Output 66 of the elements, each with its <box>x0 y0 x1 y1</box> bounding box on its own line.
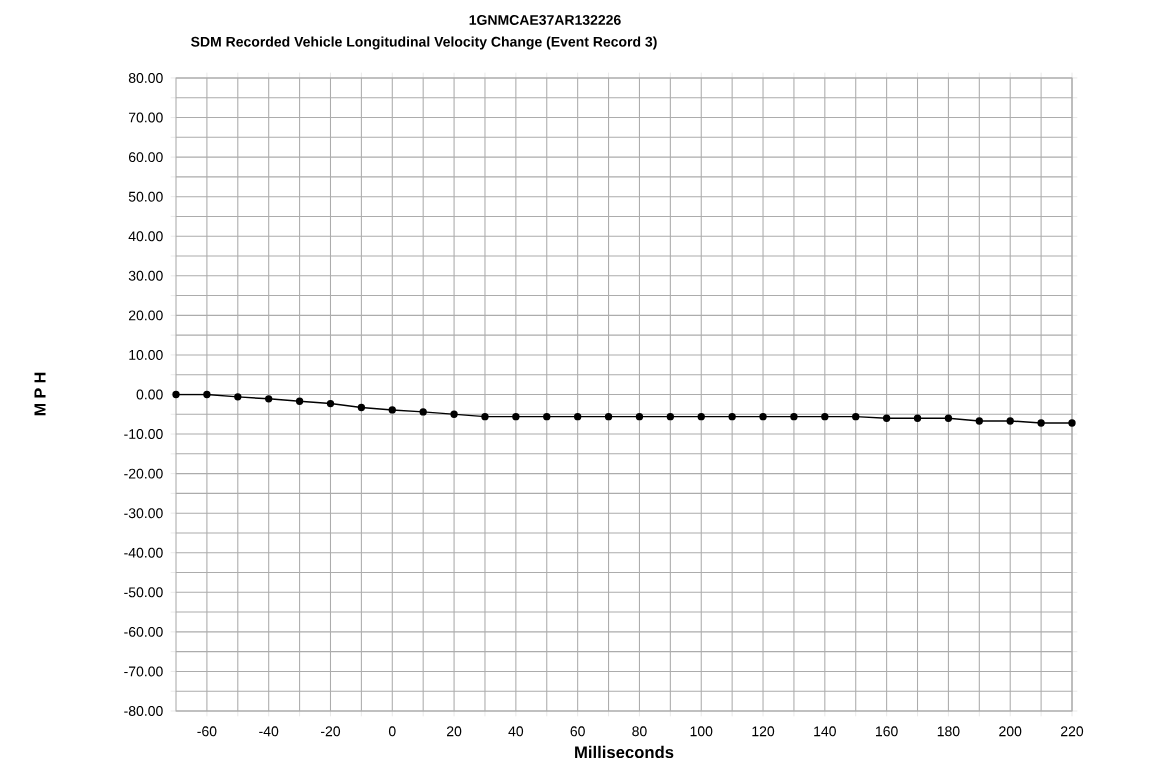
point <box>852 412 860 421</box>
point <box>635 412 644 421</box>
point <box>573 412 582 421</box>
x-tick-label: 40 <box>508 726 524 737</box>
x-tick-label: 100 <box>690 726 713 737</box>
chart-title: 1GNMCAE37AR132226 <box>469 15 621 25</box>
point <box>295 397 304 405</box>
point <box>265 395 273 403</box>
point <box>821 412 829 421</box>
point <box>728 412 736 421</box>
y-tick-label: 20.00 <box>128 310 163 321</box>
point <box>481 412 489 421</box>
chart-subtitle: SDM Recorded Vehicle Longitudinal Velocity Change (Event Record 3) <box>191 36 657 50</box>
point <box>512 412 520 421</box>
x-tick-label: 180 <box>937 726 960 737</box>
point <box>975 417 983 425</box>
x-tick-label: 120 <box>752 726 775 737</box>
x-tick-label: -40 <box>259 726 279 737</box>
y-tick-label: 60.00 <box>128 152 163 163</box>
y-tick-label: -20.00 <box>124 468 163 479</box>
x-tick-label: 140 <box>814 726 836 737</box>
point <box>913 414 922 422</box>
x-tick-label: 60 <box>570 726 585 737</box>
y-tick-label: 40.00 <box>128 231 163 242</box>
y-tick-label: -30.00 <box>124 508 163 519</box>
y-tick-label: 70.00 <box>128 112 163 123</box>
point <box>234 393 242 401</box>
y-tick-label: -80.00 <box>124 706 163 716</box>
x-tick-label: -20 <box>321 726 341 737</box>
y-tick-label: 50.00 <box>128 191 163 202</box>
y-axis-title: M P H <box>34 372 46 416</box>
point <box>419 408 427 416</box>
x-tick-label: 160 <box>876 726 898 737</box>
y-tick-label: -10.00 <box>124 429 163 440</box>
point <box>1037 419 1045 427</box>
y-tick-label: -50.00 <box>124 587 163 598</box>
x-tick-label: 20 <box>447 726 462 737</box>
x-tick-label: -60 <box>197 726 217 737</box>
point <box>944 414 953 422</box>
point <box>357 403 366 412</box>
x-tick-label: 220 <box>1061 726 1084 737</box>
y-tick-label: -60.00 <box>124 626 163 637</box>
point <box>388 406 396 414</box>
point <box>666 412 675 421</box>
x-tick-label: 0 <box>388 726 396 737</box>
y-tick-label: 0.00 <box>136 389 163 400</box>
point <box>203 390 211 399</box>
point <box>543 412 551 421</box>
x-axis-title: Milliseconds <box>575 745 674 759</box>
point <box>1006 417 1014 425</box>
point <box>790 412 798 421</box>
y-tick-label: 80.00 <box>128 73 163 83</box>
point <box>326 399 335 408</box>
point <box>604 412 613 421</box>
point <box>882 414 891 422</box>
point <box>697 412 705 421</box>
y-tick-label: 30.00 <box>128 270 163 281</box>
y-tick-label: -40.00 <box>124 547 163 558</box>
point <box>450 410 458 418</box>
x-tick-label: 80 <box>632 726 647 737</box>
x-tick-label: 200 <box>999 726 1022 737</box>
point <box>172 390 180 399</box>
point <box>759 412 767 421</box>
point <box>1068 419 1076 427</box>
y-tick-label: -70.00 <box>124 666 163 677</box>
y-tick-label: 10.00 <box>129 349 163 360</box>
